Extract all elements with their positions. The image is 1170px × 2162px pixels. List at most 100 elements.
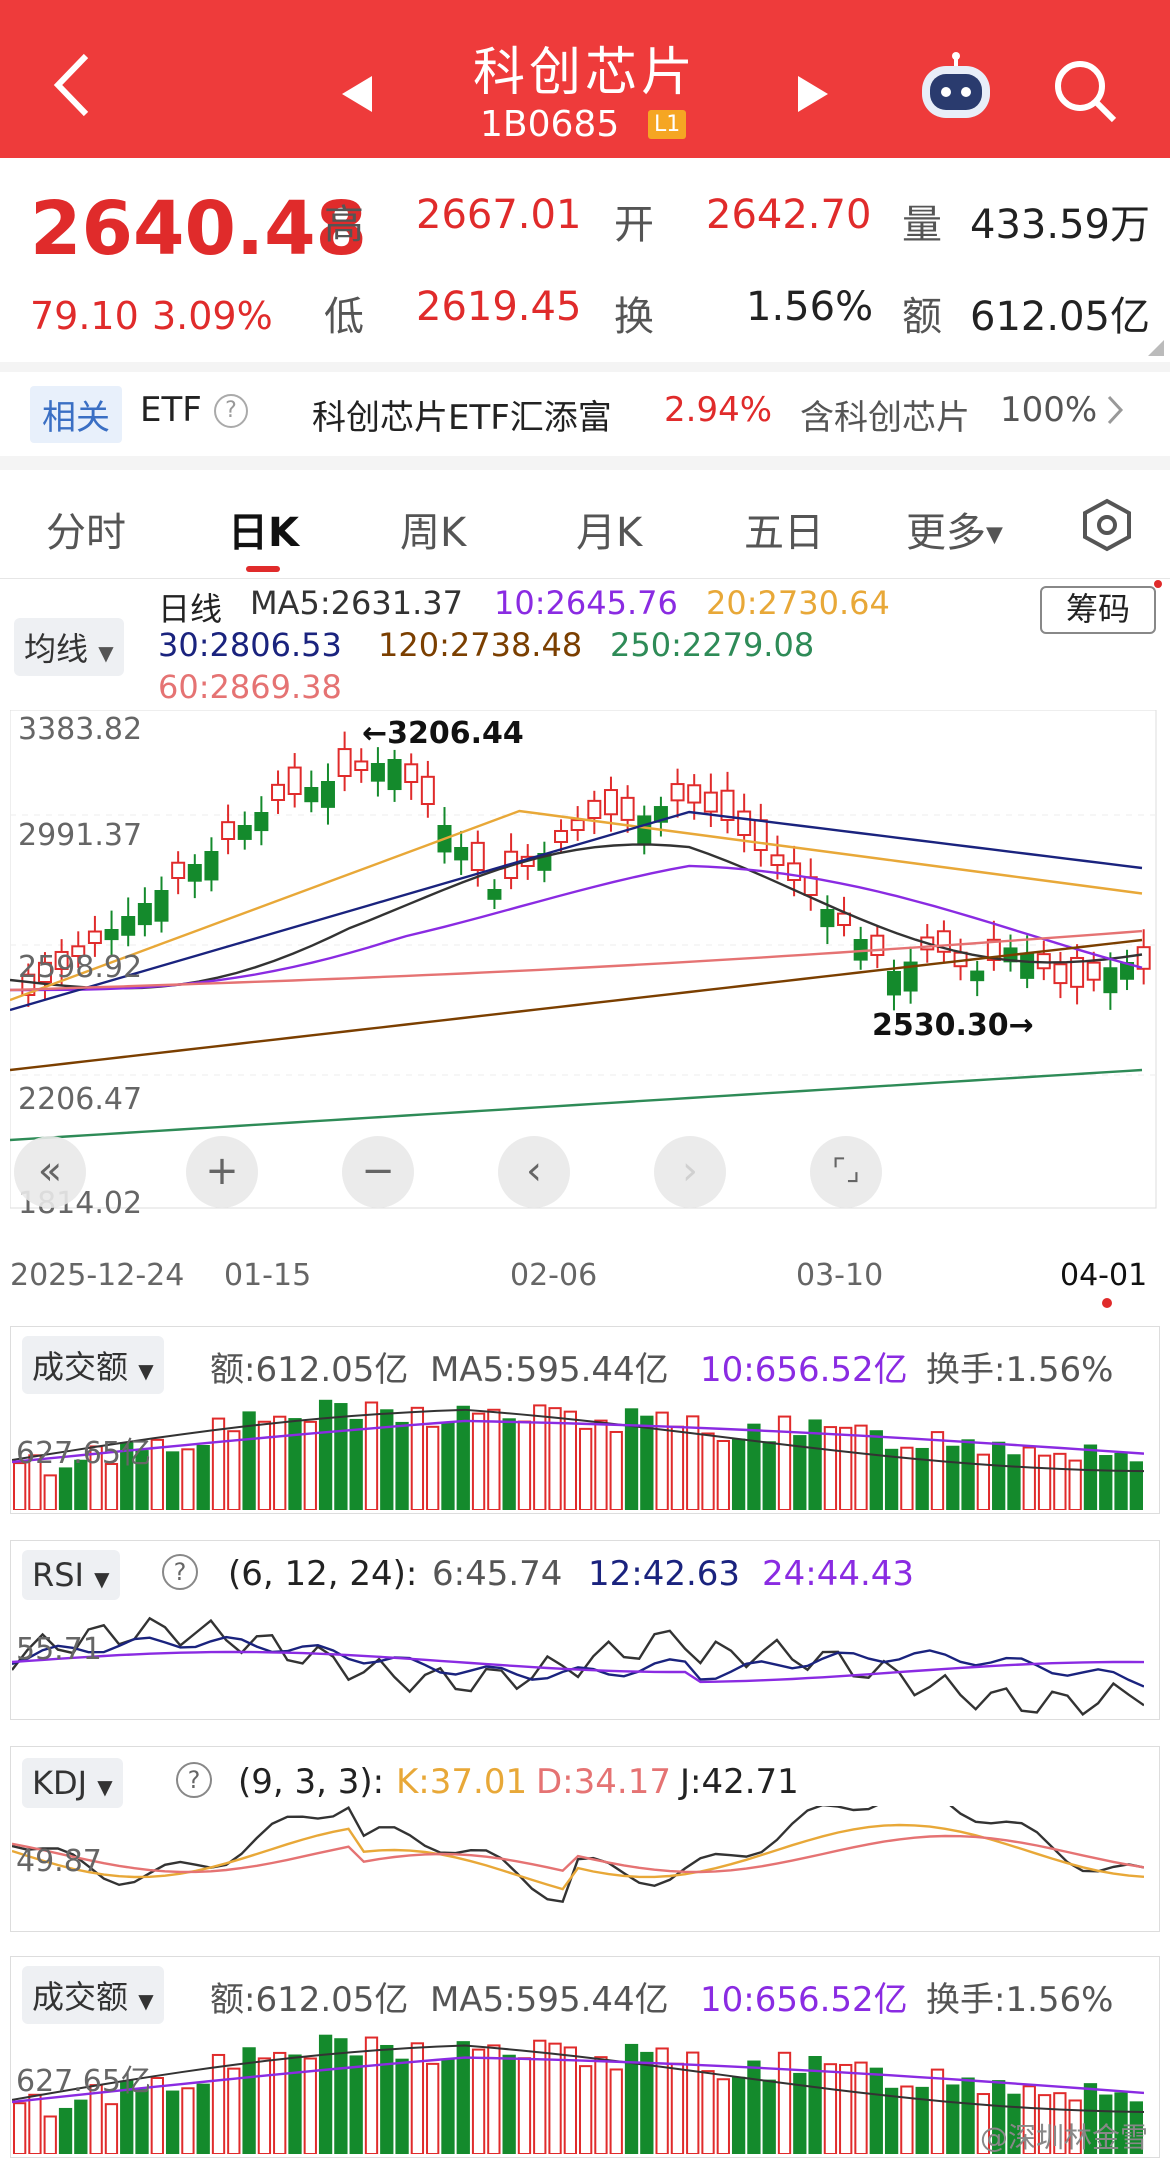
amount-ma10: 10:656.52亿	[700, 1980, 908, 2020]
tab-weekly-k[interactable]: 周K	[400, 510, 467, 556]
ma30-line	[10, 810, 1143, 1012]
volume-bar	[915, 2086, 929, 2154]
scroll-right-button[interactable]: ›	[654, 1136, 726, 1208]
volume-bar	[655, 2047, 669, 2154]
volume-bar	[747, 2060, 761, 2154]
volume-bar	[839, 2063, 853, 2154]
candle-body	[420, 775, 435, 805]
volume-bar	[1099, 2094, 1113, 2154]
candle-body	[387, 759, 402, 791]
turnover-value: 1.56%	[746, 284, 874, 330]
volume-bar	[181, 2087, 195, 2154]
volume-bar	[441, 2058, 455, 2154]
volume-bar	[884, 1448, 899, 1510]
settings-icon[interactable]	[1080, 498, 1134, 552]
amount-ma10: 10:656.52亿	[700, 1350, 908, 1390]
tab-timeshare[interactable]: 分时	[46, 510, 126, 556]
candle-body	[37, 961, 52, 983]
volume-bar	[43, 1474, 57, 1510]
candle-body	[54, 950, 69, 970]
volume-bar	[1022, 1446, 1036, 1510]
search-icon[interactable]	[1052, 58, 1118, 136]
rsi24-line	[12, 1650, 1144, 1684]
tab-five-day[interactable]: 五日	[744, 510, 824, 556]
volume-bar	[1099, 1455, 1113, 1510]
volume-bar	[74, 1459, 88, 1510]
kdj-dropdown[interactable]: KDJ ▼	[22, 1758, 123, 1808]
tab-monthly-k[interactable]: 月K	[576, 510, 643, 556]
kline-period-label: 日线	[158, 590, 223, 628]
volume-bar	[135, 2089, 149, 2154]
volume-bar	[318, 1399, 333, 1510]
top-bar: 科创芯片 1B0685 L1	[0, 0, 1170, 158]
kdj-chart	[12, 1806, 1144, 1904]
volume-bar	[1037, 1454, 1052, 1510]
stock-code: 1B0685	[480, 104, 620, 145]
last-price: 2640.48	[30, 186, 368, 272]
volume-bar	[58, 2107, 73, 2154]
kdj-label: KDJ	[32, 1764, 88, 1802]
high-marker: ←3206.44	[362, 716, 524, 751]
y-axis-label: 3383.82	[18, 712, 143, 747]
volume-bar	[471, 2048, 486, 2154]
red-dot	[1102, 1298, 1112, 1308]
related-etf-bar[interactable]: 相关 ETF ? 科创芯片ETF汇添富 2.94% 含科创芯片 100%	[0, 372, 1170, 452]
fullscreen-button[interactable]: ⌜⌟	[810, 1136, 882, 1208]
volume-bar	[808, 1419, 822, 1510]
kdj-j-line	[12, 1806, 1144, 1904]
kline-chart[interactable]	[10, 710, 1158, 1210]
x-axis-label: 03-10	[796, 1258, 884, 1293]
corner-expand-icon[interactable]	[1148, 340, 1164, 356]
back-icon[interactable]	[52, 52, 92, 130]
zoom-in-button[interactable]: +	[186, 1136, 258, 1208]
rsi-panel	[10, 1540, 1160, 1720]
indicator-dropdown-2[interactable]: 成交额 ▼	[22, 1966, 164, 2024]
scroll-left-button[interactable]: ‹	[498, 1136, 570, 1208]
candle-body	[803, 876, 818, 896]
volume-bar	[303, 2057, 317, 2154]
separator	[0, 456, 1170, 470]
tab-more[interactable]: 更多▼	[906, 500, 1003, 558]
rsi-params: (6, 12, 24):	[228, 1554, 418, 1594]
rsi-dropdown[interactable]: RSI ▼	[22, 1550, 120, 1600]
robot-assistant-icon[interactable]	[916, 52, 996, 134]
volume-bar	[1022, 2085, 1036, 2154]
volume-bar	[288, 1418, 302, 1510]
candle-body	[637, 815, 652, 845]
help-icon[interactable]: ?	[162, 1554, 198, 1590]
candle-body	[653, 806, 668, 823]
volume-bar	[517, 2057, 532, 2154]
volume-bar	[196, 2083, 210, 2154]
kdj-j: J:42.71	[680, 1762, 799, 1802]
candle-body	[1020, 952, 1035, 979]
volume-bar	[731, 2076, 746, 2154]
candle-body	[1070, 956, 1085, 988]
watermark: @深圳林金雪	[980, 2121, 1149, 2154]
indicator-dropdown[interactable]: 成交额 ▼	[22, 1336, 164, 1394]
amount-y-label: 627.65亿	[16, 1436, 151, 1471]
zoom-out-button[interactable]: −	[342, 1136, 414, 1208]
zoom-out-history-button[interactable]: «	[14, 1136, 86, 1208]
caret-down-icon: ▼	[986, 522, 1003, 548]
indicator-label: 成交额	[32, 1978, 129, 2016]
help-icon[interactable]: ?	[214, 394, 248, 428]
help-icon[interactable]: ?	[176, 1762, 212, 1798]
high-label: 高	[324, 202, 364, 248]
volume-bar	[946, 1445, 960, 1510]
etf-label: ETF	[140, 390, 202, 430]
volume-bar	[915, 1447, 929, 1510]
volume-bar	[58, 1467, 73, 1510]
volume-bar	[380, 1409, 394, 1510]
volume-bar	[854, 1424, 868, 1510]
candle-body	[720, 789, 735, 821]
next-stock-icon[interactable]	[796, 66, 830, 126]
volume-bar	[426, 2062, 440, 2154]
prev-stock-icon[interactable]	[340, 66, 374, 126]
volume-bar	[640, 2051, 654, 2154]
volume-bar	[364, 1401, 379, 1510]
ma-mode-dropdown[interactable]: 均线 ▼	[14, 618, 124, 676]
volume-bar	[1083, 1444, 1098, 1510]
volume-bar	[823, 2063, 838, 2154]
tab-daily-k[interactable]: 日K	[228, 510, 299, 556]
chip-distribution-button[interactable]: 筹码	[1040, 586, 1156, 634]
